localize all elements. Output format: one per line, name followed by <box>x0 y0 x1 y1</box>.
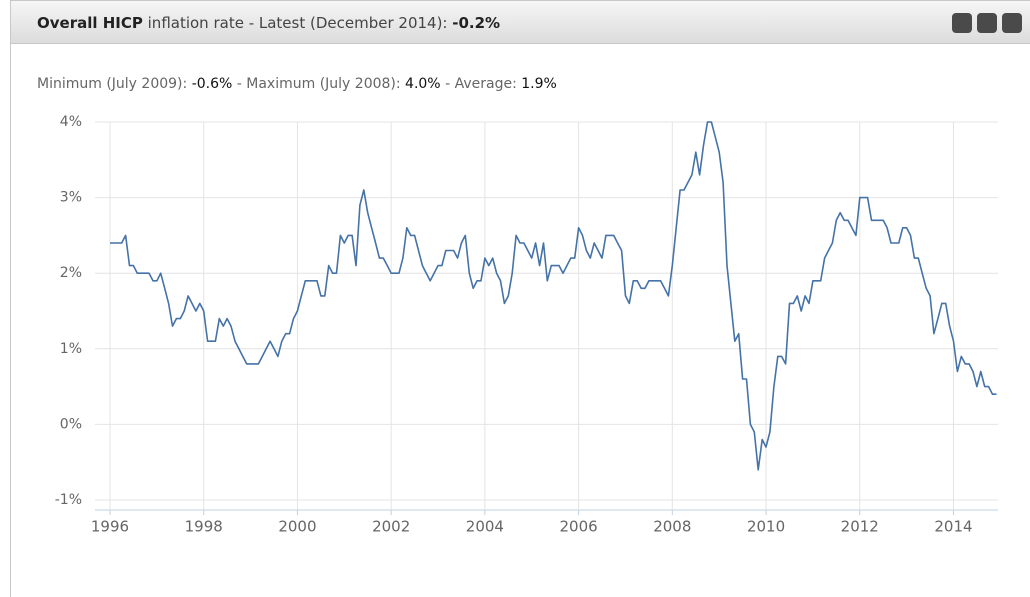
title-bold: Overall HICP <box>37 14 143 32</box>
y-tick-label: 0% <box>60 416 82 432</box>
x-tick-label: 2004 <box>466 518 504 536</box>
y-tick-label: 3% <box>60 190 82 206</box>
minimize-button[interactable] <box>977 13 997 33</box>
y-tick-label: 1% <box>60 341 82 357</box>
subtitle-value: -0.6% <box>191 76 233 92</box>
x-tick-label: 2002 <box>372 518 410 536</box>
series-line <box>110 121 997 471</box>
title-value: -0.2% <box>452 14 501 32</box>
x-tick-label: 1996 <box>91 518 129 536</box>
y-tick-label: 2% <box>60 265 82 281</box>
subtitle-text: - Average: <box>440 76 522 92</box>
x-tick-label: 1998 <box>185 518 223 536</box>
help-button[interactable] <box>1002 13 1022 33</box>
y-tick-label: 4% <box>60 114 82 130</box>
subtitle-value: 4.0% <box>405 76 441 92</box>
x-tick-label: 2012 <box>841 518 879 536</box>
x-tick-label: 2000 <box>278 518 316 536</box>
widget: Overall HICP inflation rate - Latest (De… <box>10 0 1030 597</box>
x-tick-label: 2010 <box>747 518 785 536</box>
title-text: inflation rate - Latest (December 2014): <box>142 14 453 32</box>
subtitle-value: 1.9% <box>521 76 557 92</box>
x-tick-label: 2014 <box>934 518 972 536</box>
toolbar <box>952 13 1022 33</box>
x-tick-label: 2006 <box>560 518 598 536</box>
subtitle-text: - Maximum (July 2008): <box>232 76 406 92</box>
y-tick-label: -1% <box>55 492 82 508</box>
subtitle-text: Minimum (July 2009): <box>37 76 192 92</box>
header: Overall HICP inflation rate - Latest (De… <box>11 0 1030 44</box>
x-tick-label: 2008 <box>653 518 691 536</box>
menu-button[interactable] <box>952 13 972 33</box>
subtitle: Minimum (July 2009): -0.6% - Maximum (Ju… <box>37 76 557 92</box>
